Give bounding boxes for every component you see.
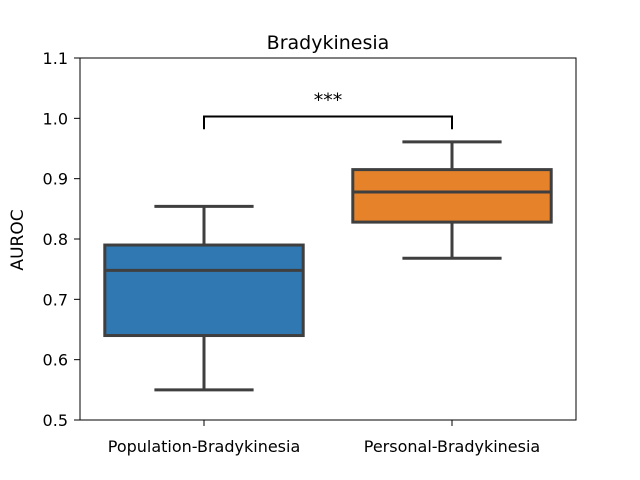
plot-frame	[79, 57, 577, 421]
y-tick-label-0: 0.5	[43, 411, 68, 430]
y-tick-label-5: 1.0	[43, 109, 68, 128]
significance-bracket-0	[203, 115, 453, 130]
x-tick-label-1: Personal-Bradykinesia	[364, 437, 540, 456]
y-tick-label-6: 1.1	[43, 49, 68, 68]
chart-title: Bradykinesia	[267, 32, 390, 54]
y-tick-label-4: 0.9	[43, 170, 68, 189]
y-axis-label: AUROC	[8, 209, 28, 270]
y-tick-label-3: 0.8	[43, 230, 68, 249]
box-0	[103, 243, 305, 338]
y-tick-label-2: 0.7	[43, 290, 68, 309]
plot-area: 0.5 0.6 0.7 0.8 0.9 1.0 1.1 Population-Bradykin…	[43, 49, 577, 456]
x-tick-label-0: Population-Bradykinesia	[108, 437, 301, 456]
box-1	[351, 168, 553, 224]
y-tick-label-1: 0.6	[43, 351, 68, 370]
significance-label-0: ***	[314, 90, 343, 112]
